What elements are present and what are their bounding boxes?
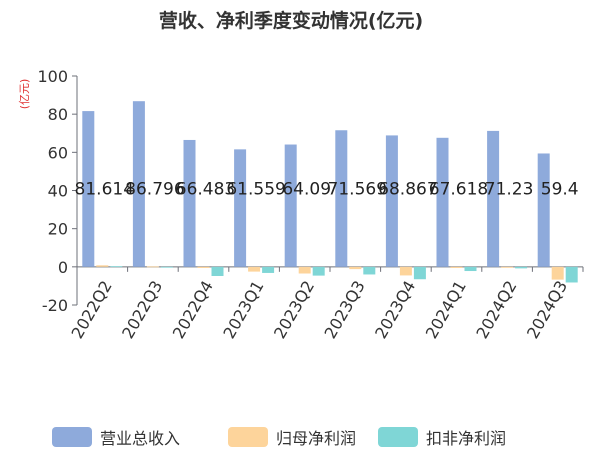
bar bbox=[551, 266, 564, 280]
data-label: 71.569 bbox=[328, 180, 387, 200]
bar bbox=[335, 130, 348, 267]
bar bbox=[399, 266, 412, 276]
legend-item[interactable]: 营业总收入 bbox=[52, 422, 180, 452]
bar bbox=[298, 266, 311, 274]
bar bbox=[284, 144, 297, 267]
data-label: 71.23 bbox=[485, 180, 534, 200]
bar bbox=[183, 139, 196, 267]
data-label: 64.09 bbox=[282, 180, 331, 200]
bar bbox=[248, 266, 261, 272]
data-label: 61.559 bbox=[226, 180, 285, 200]
x-tick-label: 2023Q4 bbox=[371, 277, 419, 341]
bar bbox=[450, 266, 463, 268]
bar bbox=[363, 266, 376, 275]
chart-title: 营收、净利季度变动情况(亿元) bbox=[158, 10, 424, 32]
y-tick-label: 0 bbox=[58, 258, 68, 277]
legend-item[interactable]: 扣非净利润 bbox=[378, 422, 506, 452]
bar bbox=[349, 266, 362, 270]
y-tick-label: 40 bbox=[48, 182, 68, 201]
bar bbox=[262, 266, 275, 273]
legend-swatch bbox=[228, 427, 268, 447]
bar bbox=[464, 266, 477, 272]
data-labels-group: 81.61486.79666.48361.55964.0971.56968.86… bbox=[75, 180, 579, 200]
bar bbox=[385, 135, 398, 267]
data-label: 81.614 bbox=[75, 180, 134, 200]
bar bbox=[132, 101, 145, 267]
y-tick-label: 100 bbox=[37, 67, 68, 86]
bar bbox=[515, 266, 528, 269]
bar bbox=[211, 266, 224, 276]
bars-group bbox=[82, 101, 578, 283]
data-label: 67.618 bbox=[429, 180, 488, 200]
legend-label: 营业总收入 bbox=[100, 429, 181, 448]
legend-label: 归母净利润 bbox=[276, 429, 357, 448]
legend-item[interactable]: 归母净利润 bbox=[228, 422, 356, 452]
bar bbox=[413, 266, 426, 280]
data-label: 59.4 bbox=[541, 180, 579, 200]
x-tick-label: 2022Q3 bbox=[118, 277, 166, 341]
x-tick-label: 2023Q2 bbox=[270, 277, 318, 341]
bar bbox=[82, 111, 95, 267]
data-label: 86.796 bbox=[125, 180, 184, 200]
data-label: 68.867 bbox=[378, 180, 437, 200]
legend-swatch bbox=[52, 427, 92, 447]
bar bbox=[234, 149, 247, 267]
x-tick-label: 2023Q1 bbox=[219, 277, 267, 341]
bar bbox=[312, 266, 325, 276]
data-label: 66.483 bbox=[176, 180, 235, 200]
x-tick-label: 2022Q2 bbox=[68, 277, 116, 341]
bar bbox=[110, 266, 123, 268]
legend-label: 扣非净利润 bbox=[426, 429, 507, 448]
bar bbox=[436, 137, 449, 267]
y-tick-label: 80 bbox=[48, 105, 68, 124]
bar bbox=[565, 266, 578, 283]
legend-swatch bbox=[378, 427, 418, 447]
x-tick-label: 2024Q2 bbox=[472, 277, 520, 341]
bar bbox=[160, 266, 173, 268]
chart-legend: 营业总收入 归母净利润 扣非净利润 bbox=[0, 422, 612, 452]
y-tick-label: -20 bbox=[42, 296, 68, 315]
y-tick-label: 60 bbox=[48, 143, 68, 162]
x-tick-label: 2024Q3 bbox=[523, 277, 571, 341]
bar bbox=[501, 266, 514, 268]
bar bbox=[537, 153, 550, 267]
bar bbox=[487, 130, 500, 267]
bar bbox=[146, 266, 159, 268]
y-axis-label: (亿元) bbox=[18, 79, 31, 110]
bar bbox=[96, 265, 109, 267]
x-tick-label: 2024Q1 bbox=[422, 277, 470, 341]
bar bbox=[197, 266, 210, 268]
x-tick-label: 2023Q3 bbox=[321, 277, 369, 341]
y-tick-label: 20 bbox=[48, 220, 68, 239]
x-tick-label: 2022Q4 bbox=[169, 277, 217, 341]
